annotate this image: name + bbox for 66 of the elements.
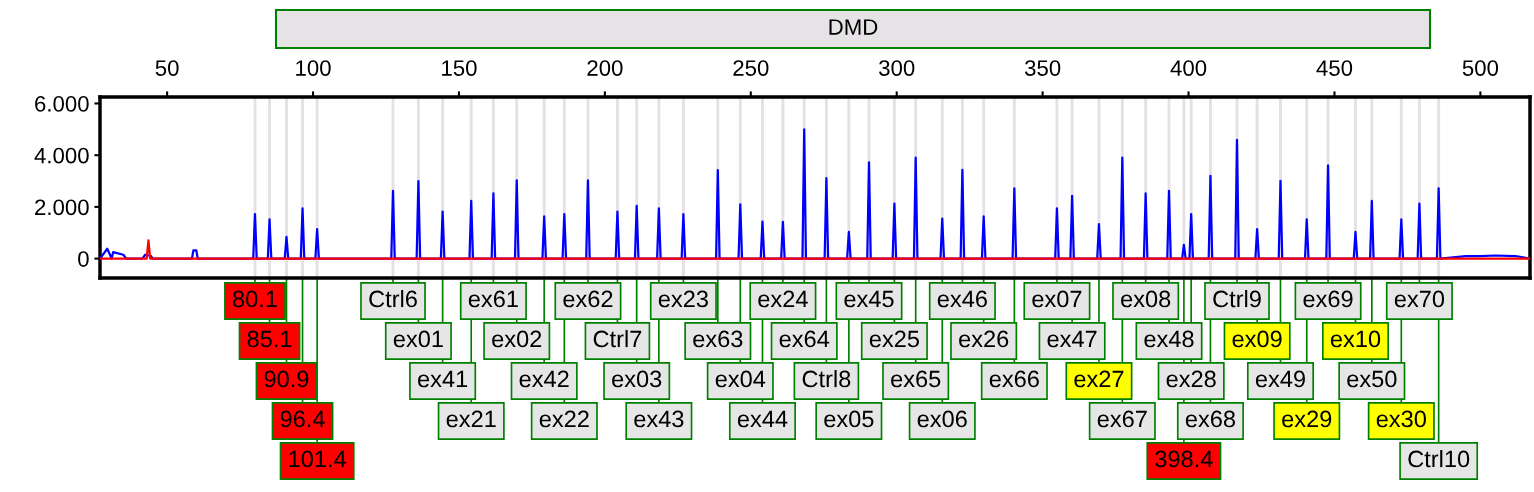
chart-title: DMD	[829, 19, 878, 35]
x-tick-label: 250	[733, 60, 769, 76]
band-label: ex62	[563, 290, 613, 308]
x-tick-label: 100	[296, 60, 331, 76]
band-label: ex47	[1047, 330, 1097, 348]
band-label: ex43	[634, 410, 684, 428]
band-label: ex04	[715, 370, 766, 388]
x-tick-label: 300	[879, 60, 915, 76]
band-label: ex27	[1074, 370, 1124, 388]
band-label: ex25	[869, 330, 919, 348]
band-label: ex44	[737, 410, 788, 428]
band-label: ex48	[1144, 330, 1194, 348]
y-tick-label: 2.000	[35, 199, 89, 216]
band-label: ex46	[937, 290, 987, 308]
band-label: ex05	[824, 410, 874, 428]
band-label: ex45	[844, 290, 894, 308]
band-label: 85.1	[247, 330, 292, 348]
band-label: 80.1	[233, 290, 277, 308]
band-label: Ctrl9	[1213, 289, 1261, 308]
band-label: ex61	[468, 290, 518, 308]
band-label: ex08	[1121, 290, 1171, 308]
band-label: ex28	[1166, 370, 1216, 388]
band-label: ex63	[693, 330, 743, 348]
band-label: ex29	[1282, 410, 1332, 428]
band-label: ex30	[1376, 410, 1426, 428]
band-label: ex49	[1255, 370, 1305, 388]
y-tick-label: 6.000	[35, 96, 89, 112]
x-tick-label: 350	[1024, 60, 1061, 76]
band-label: ex68	[1185, 410, 1236, 428]
band-label: ex65	[891, 370, 941, 388]
x-tick-label: 500	[1462, 60, 1499, 76]
x-tick-label: 50	[155, 60, 179, 76]
x-tick-label: 450	[1316, 60, 1353, 76]
band-label: ex07	[1032, 290, 1082, 308]
y-tick-label: 4.000	[34, 147, 89, 164]
band-label: 96.4	[280, 410, 325, 428]
band-label: ex10	[1330, 330, 1381, 348]
y-tick-label: 0	[78, 251, 89, 267]
band-label: ex24	[758, 290, 808, 308]
band-label: ex23	[658, 290, 708, 308]
band-label: Ctrl6	[369, 289, 417, 308]
band-label: ex69	[1303, 290, 1353, 308]
band-label: ex02	[492, 330, 542, 348]
band-label: Ctrl10	[1408, 449, 1470, 468]
x-tick-label: 400	[1170, 60, 1207, 76]
band-label: ex03	[612, 370, 662, 388]
band-label: ex09	[1232, 330, 1282, 348]
band-label: ex41	[418, 370, 468, 388]
band-label: ex42	[519, 370, 569, 388]
band-label: ex06	[917, 410, 967, 428]
band-label: ex67	[1097, 410, 1147, 428]
band-label: Ctrl7	[593, 330, 642, 348]
band-label: ex66	[989, 370, 1039, 388]
band-label: ex50	[1347, 370, 1397, 388]
band-label: Ctrl8	[802, 369, 851, 388]
band-label: ex21	[446, 410, 496, 428]
band-label: ex22	[539, 410, 589, 428]
x-tick-label: 150	[442, 60, 477, 76]
band-label: 90.9	[264, 370, 309, 388]
band-label: ex01	[393, 330, 443, 348]
x-tick-label: 200	[587, 60, 623, 76]
band-label: ex70	[1394, 290, 1445, 308]
band-label: 398.4	[1155, 450, 1213, 468]
band-label: ex26	[959, 330, 1009, 348]
band-label: 101.4	[289, 450, 346, 468]
band-label: ex64	[779, 330, 830, 348]
